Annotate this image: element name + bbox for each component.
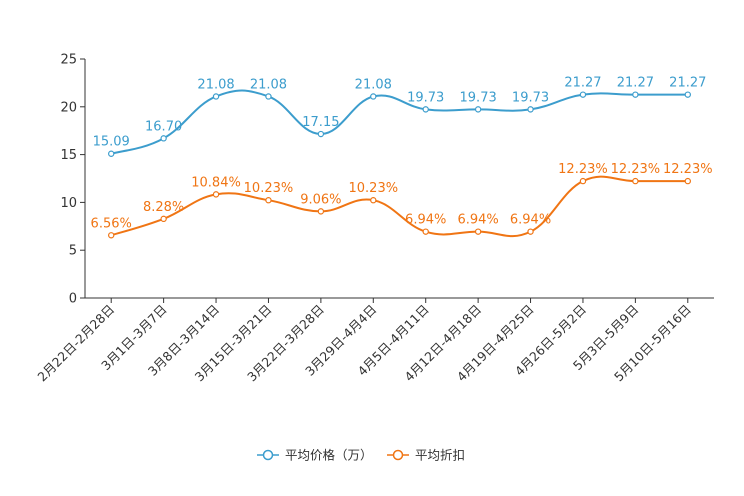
data-label: 21.27 [617, 76, 654, 91]
data-point[interactable] [527, 228, 534, 235]
data-label: 21.27 [669, 76, 706, 91]
data-label: 21.08 [197, 77, 234, 92]
data-point[interactable] [265, 197, 272, 204]
legend-label: 平均价格（万） [285, 448, 373, 463]
data-point[interactable] [579, 177, 587, 185]
data-label: 12.23% [558, 162, 608, 177]
data-label: 21.08 [355, 77, 392, 92]
data-point[interactable] [422, 106, 429, 113]
data-point[interactable] [317, 208, 325, 215]
legend-marker [392, 449, 404, 461]
data-label: 19.73 [460, 90, 497, 105]
data-point[interactable] [212, 93, 220, 100]
data-label: 10.84% [191, 175, 241, 190]
data-point[interactable] [317, 130, 325, 138]
data-label: 15.09 [93, 135, 130, 150]
legend-item-1[interactable]: 平均价格（万） [257, 448, 373, 463]
data-label: 8.28% [143, 200, 184, 215]
data-label: 10.23% [244, 181, 294, 196]
data-label: 6.94% [510, 213, 551, 228]
y-tick-label: 0 [69, 292, 77, 307]
data-label: 12.23% [663, 162, 713, 177]
data-point[interactable] [632, 91, 639, 98]
data-point[interactable] [265, 93, 272, 100]
series-1: 15.09 16.70 21.08 21.08 17.15 21.08 19.73 19.73… [93, 76, 706, 157]
y-axis-ticks: 0 5 10 15 20 25 [60, 53, 85, 307]
data-label: 19.73 [407, 90, 444, 105]
data-label: 16.70 [145, 119, 182, 134]
data-label: 21.27 [564, 76, 601, 91]
data-point[interactable] [474, 106, 482, 113]
y-tick-label: 15 [60, 148, 77, 163]
y-tick-label: 10 [60, 196, 77, 211]
data-label: 6.56% [91, 216, 132, 231]
data-point[interactable] [370, 93, 377, 100]
data-point[interactable] [632, 177, 639, 185]
legend-marker [262, 449, 274, 461]
chart-legend[interactable]: 平均价格（万） 平均折扣 [257, 448, 465, 463]
series-line [110, 89, 688, 155]
data-point[interactable] [160, 215, 167, 223]
x-axis-ticks: 2月22日-2月28日3月1日-3月7日3月8日-3月14日3月15日-3月21… [34, 298, 694, 385]
data-point[interactable] [474, 228, 482, 235]
data-point[interactable] [212, 191, 220, 198]
x-tick-label: 2月22日-2月28日 [34, 302, 117, 385]
data-point[interactable] [684, 91, 691, 98]
data-label: 21.08 [250, 77, 287, 92]
chart-series: 15.09 16.70 21.08 21.08 17.15 21.08 19.73 19.73… [91, 76, 713, 239]
y-tick-label: 5 [69, 244, 77, 259]
data-point[interactable] [579, 91, 587, 98]
legend-item-2[interactable]: 平均折扣 [387, 448, 465, 463]
data-label: 17.15 [302, 115, 339, 130]
chart-axes [84, 59, 714, 299]
legend-label: 平均折扣 [415, 448, 465, 463]
data-point[interactable] [684, 177, 691, 185]
y-tick-label: 25 [60, 53, 77, 68]
y-tick-label: 20 [60, 100, 77, 115]
data-label: 12.23% [611, 162, 661, 177]
data-label: 6.94% [405, 213, 446, 228]
data-point[interactable] [108, 232, 115, 239]
data-point[interactable] [422, 228, 429, 235]
data-point[interactable] [160, 135, 167, 142]
data-point[interactable] [527, 106, 534, 113]
data-label: 6.94% [457, 213, 498, 228]
data-point[interactable] [370, 197, 377, 204]
data-label: 10.23% [349, 181, 399, 196]
data-label: 19.73 [512, 90, 549, 105]
series-2: 6.56%8.28%10.84% 10.23%9.06%10.23%6.94% 6.… [91, 162, 713, 239]
data-label: 9.06% [300, 192, 341, 207]
data-point[interactable] [108, 150, 115, 157]
